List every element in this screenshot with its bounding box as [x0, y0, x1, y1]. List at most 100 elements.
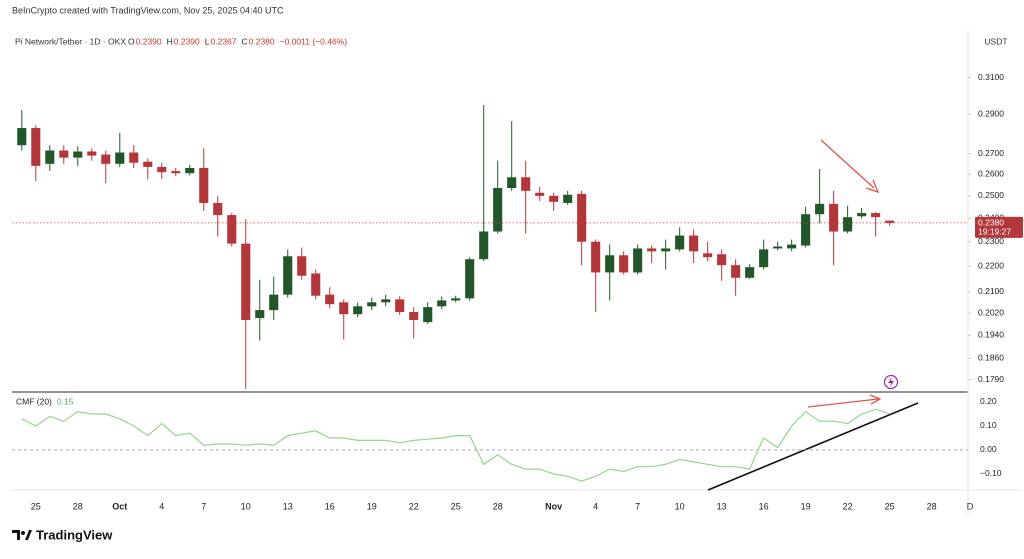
- candle-body: [409, 312, 419, 320]
- y-tick-label: 0.00: [980, 444, 997, 454]
- ohlc-key: L: [205, 36, 210, 46]
- y-tick-label: 0.20: [980, 396, 997, 406]
- candle-body: [185, 167, 195, 174]
- candle-body: [661, 248, 671, 252]
- candle-body: [143, 161, 153, 167]
- y-tick-label: 0.2020: [978, 307, 1004, 317]
- candle-body: [605, 255, 615, 273]
- y-tick-label: 0.2700: [978, 148, 1004, 158]
- ohlc-key: H: [167, 36, 173, 46]
- candle-body: [171, 171, 181, 174]
- candle-body: [423, 307, 433, 323]
- candle-body: [367, 302, 377, 307]
- candle-body: [325, 294, 335, 305]
- last-price-box: [975, 216, 1023, 238]
- last-price-label: 0.2380: [978, 218, 1004, 228]
- candle-body: [577, 193, 587, 242]
- x-tick-label: 16: [759, 501, 769, 511]
- candle-body: [45, 150, 55, 164]
- candle-body: [73, 151, 83, 158]
- candle-body: [871, 213, 881, 218]
- timeframe-button[interactable]: D: [967, 502, 974, 513]
- candle-body: [465, 259, 475, 299]
- ohlc-key: O: [128, 36, 135, 46]
- brand: TradingView: [36, 527, 113, 542]
- candle-body: [297, 256, 307, 276]
- legend-name: CMF (20): [16, 396, 52, 406]
- candle-body: [213, 202, 223, 216]
- candles: [17, 105, 895, 389]
- candle-body: [689, 235, 699, 252]
- x-tick-label: 16: [325, 501, 335, 511]
- ohlc-change: −0.0011 (−0.46%): [280, 36, 348, 46]
- y-tick-label: 0.2200: [978, 260, 1004, 270]
- candle-body: [801, 214, 811, 246]
- y-tick-label: 0.2300: [978, 236, 1004, 246]
- y-tick-label: −0.10: [980, 468, 1002, 478]
- candle-body: [255, 310, 265, 319]
- x-tick-label: 13: [717, 501, 727, 511]
- candle-body: [759, 249, 769, 268]
- countdown: 19:19:27: [978, 227, 1011, 237]
- x-tick-label: 22: [409, 501, 419, 511]
- candle-body: [451, 298, 461, 301]
- candle-body: [647, 248, 657, 252]
- candle-body: [521, 177, 531, 191]
- candle-body: [31, 128, 41, 166]
- ohlc-value: 0.2367: [211, 36, 237, 46]
- ohlc-value: 0.2390: [174, 36, 200, 46]
- x-tick-label: 19: [367, 501, 377, 511]
- brand-logo: [12, 530, 32, 540]
- candle-body: [353, 306, 363, 315]
- candle-body: [703, 253, 713, 258]
- x-tick-label: 25: [31, 501, 41, 511]
- candle-body: [437, 300, 447, 307]
- y-tick-label: 0.1940: [978, 330, 1004, 340]
- candle-body: [101, 154, 111, 164]
- x-tick-label: 7: [635, 501, 640, 511]
- watermark: BeInCrypto created with TradingView.com,…: [12, 5, 284, 15]
- candle-body: [633, 248, 643, 273]
- candle-body: [773, 246, 783, 249]
- candle-body: [241, 243, 251, 320]
- ohlc-key: C: [242, 36, 248, 46]
- candle-body: [885, 220, 895, 223]
- x-tick-label: 22: [843, 501, 853, 511]
- x-tick-label: 25: [451, 501, 461, 511]
- candle-body: [129, 152, 139, 163]
- candle-body: [619, 255, 629, 273]
- candle-body: [535, 192, 545, 196]
- x-tick-label: 10: [675, 501, 685, 511]
- x-tick-label: Nov: [545, 501, 562, 511]
- candle-body: [269, 294, 279, 311]
- legend-value: 0.15: [57, 396, 74, 406]
- candle-body: [843, 217, 853, 232]
- candle-body: [227, 215, 237, 244]
- candle-body: [199, 167, 209, 203]
- ohlc-value: 0.2390: [136, 36, 162, 46]
- x-tick-label: 28: [493, 501, 503, 511]
- candle-body: [17, 128, 27, 146]
- candle-body: [493, 187, 503, 232]
- candle-body: [675, 235, 685, 250]
- candle-body: [745, 267, 755, 278]
- x-tick-label: 7: [201, 501, 206, 511]
- x-tick-label: 28: [73, 501, 83, 511]
- candle-body: [829, 203, 839, 232]
- candle-body: [59, 150, 69, 158]
- x-tick-label: 19: [801, 501, 811, 511]
- candle-body: [717, 254, 727, 266]
- candle-body: [815, 203, 825, 215]
- candle-body: [563, 194, 573, 203]
- ohlc-legend: O 0.2390 H 0.2390 L 0.2367 C 0.2380 −0.0011 (−0.…: [128, 36, 347, 46]
- candle-body: [787, 244, 797, 249]
- candle-body: [549, 195, 559, 202]
- y-tick-label: 0.1860: [978, 353, 1004, 363]
- y-tick-label: 0.2500: [978, 190, 1004, 200]
- candle-body: [731, 265, 741, 278]
- candle-body: [311, 273, 321, 296]
- symbol: Pi Network/Tether · 1D · OKX: [15, 36, 126, 46]
- candle-body: [395, 299, 405, 313]
- cmf-axis: 0.20 0.10 0.00 −0.10: [12, 396, 1002, 478]
